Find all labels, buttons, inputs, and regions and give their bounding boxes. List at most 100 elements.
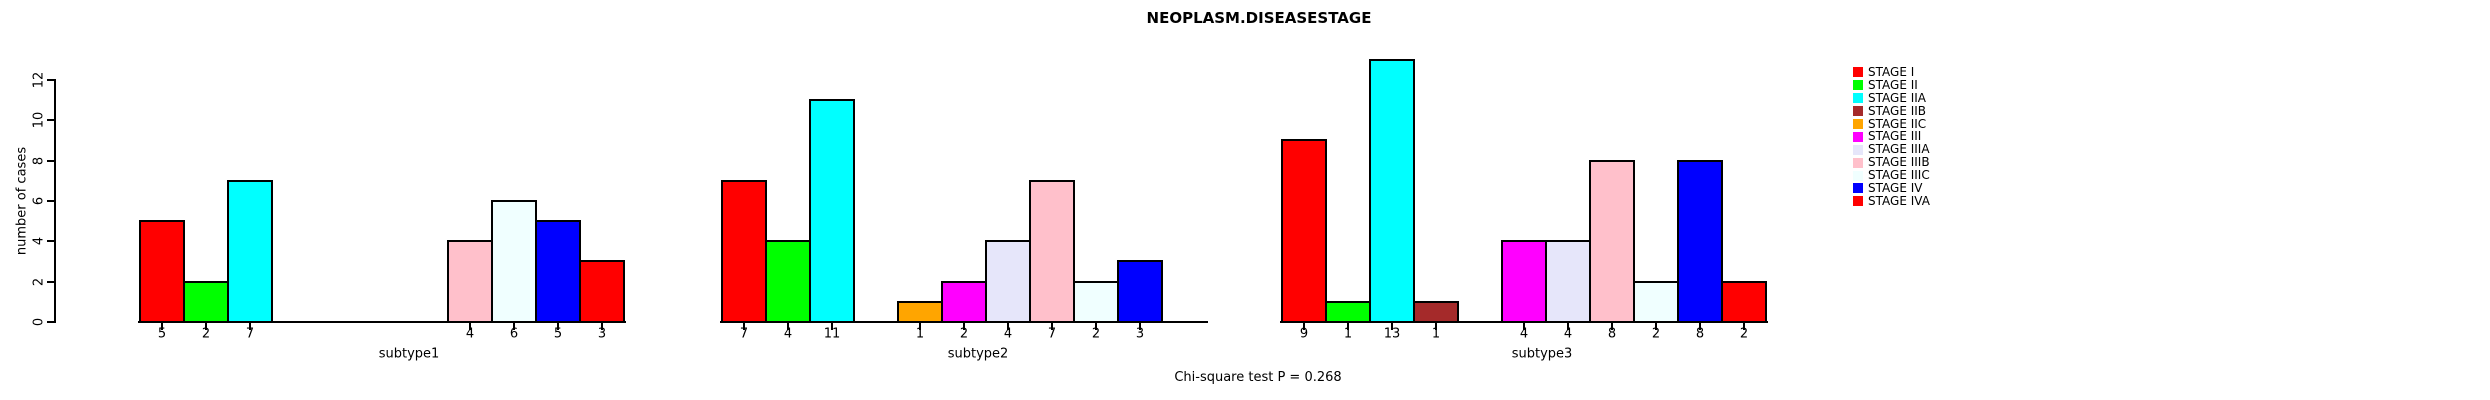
y-tick-label: 6 [31,196,47,206]
chart-title: NEOPLASM.DISEASESTAGE [1146,9,1372,27]
bar [491,200,537,323]
bar [1413,301,1459,323]
group-label: subtype1 [378,346,440,362]
bar [941,281,987,323]
bar-count-label: 6 [509,326,519,342]
y-tick-label: 4 [31,237,47,246]
y-tick [47,240,54,243]
chi-square-note: Chi-square test P = 0.268 [1174,370,1342,385]
legend-label: STAGE IIIB [1868,155,1930,170]
group-baseline [138,321,626,323]
legend-item: STAGE IIIC [1853,169,1930,182]
legend: STAGE I STAGE II STAGE IIA STAGE IIB STAGE I… [1853,66,1930,208]
legend-item: STAGE IIA [1853,90,1930,105]
bar [447,240,493,323]
bar [1117,260,1163,323]
legend-label: STAGE IV [1868,181,1923,196]
x-tick [513,323,515,330]
legend-swatch [1853,183,1863,194]
legend-item: STAGE IV [1853,182,1930,195]
legend-swatch [1853,131,1863,142]
legend-swatch [1853,196,1863,207]
legend-item: STAGE IVA [1853,195,1930,208]
bar [897,301,943,323]
legend-item: STAGE IIB [1853,103,1930,118]
bar [535,220,581,323]
bar [721,180,767,323]
bar [1073,281,1119,323]
x-tick [1095,323,1097,330]
legend-item: STAGE IIIA [1853,143,1930,156]
bar-count-label: 2 [1091,326,1101,342]
bar-count-label: 2 [1739,326,1749,342]
bar-count-label: 4 [1519,326,1529,342]
bar [1545,240,1591,323]
y-tick-label: 10 [31,112,47,129]
x-tick [601,323,603,330]
x-tick [963,323,965,330]
group-label: subtype3 [1511,346,1573,362]
legend-label: STAGE IIA [1868,90,1926,105]
bar [1501,240,1547,323]
bar-count-label: 1 [915,326,925,342]
x-tick [469,323,471,330]
bar-count-label: 7 [245,326,255,342]
bar [765,240,811,323]
bar-count-label: 4 [1003,326,1013,342]
y-axis-line [54,79,56,323]
legend-label: STAGE II [1868,77,1918,92]
y-tick-label: 0 [31,317,47,327]
y-tick [47,119,54,122]
x-tick [1007,323,1009,330]
legend-item: STAGE II [1853,77,1930,92]
bar [809,99,855,323]
legend-label: STAGE III [1868,129,1922,144]
legend-item: STAGE IIIB [1853,156,1930,169]
bar [1589,160,1635,323]
x-tick [1699,323,1701,330]
x-tick [1303,323,1305,330]
bar [1369,59,1415,323]
y-tick [47,280,54,283]
x-tick [743,323,745,330]
bar-count-label: 1 [1343,326,1353,342]
legend-label: STAGE IVA [1868,193,1930,208]
x-tick [1435,323,1437,330]
bar [1029,180,1075,323]
bar-count-label: 3 [1135,326,1145,342]
legend-label: STAGE I [1868,65,1915,79]
bar-count-label: 5 [553,326,563,342]
x-tick [1523,323,1525,330]
bar-count-label: 8 [1607,326,1617,342]
legend-swatch [1853,170,1863,181]
legend-item: STAGE I [1853,66,1930,79]
x-tick [1139,323,1141,330]
x-tick [205,323,207,330]
legend-swatch [1853,144,1863,155]
bar-count-label: 7 [739,326,749,342]
bar [139,220,185,323]
legend-swatch [1853,93,1863,104]
bar-count-label: 7 [1047,326,1057,342]
y-tick-label: 8 [31,156,47,165]
bar [985,240,1031,323]
bar-count-label: 2 [1651,326,1661,342]
bar [579,260,625,323]
y-tick [47,321,54,323]
y-tick [47,200,54,202]
legend-label: STAGE IIC [1868,116,1927,131]
bar-count-label: 4 [1563,326,1573,342]
x-tick [919,323,921,330]
bar [183,281,229,323]
x-tick [249,323,251,330]
x-tick [831,323,833,330]
bar [1633,281,1679,323]
y-tick-label: 2 [31,277,47,286]
legend-label: STAGE IIB [1868,103,1927,118]
legend-swatch [1853,119,1863,129]
bar-count-label: 4 [783,326,793,342]
legend-label: STAGE IIIA [1868,142,1930,157]
x-tick [787,323,789,330]
y-tick-label: 12 [31,71,47,89]
